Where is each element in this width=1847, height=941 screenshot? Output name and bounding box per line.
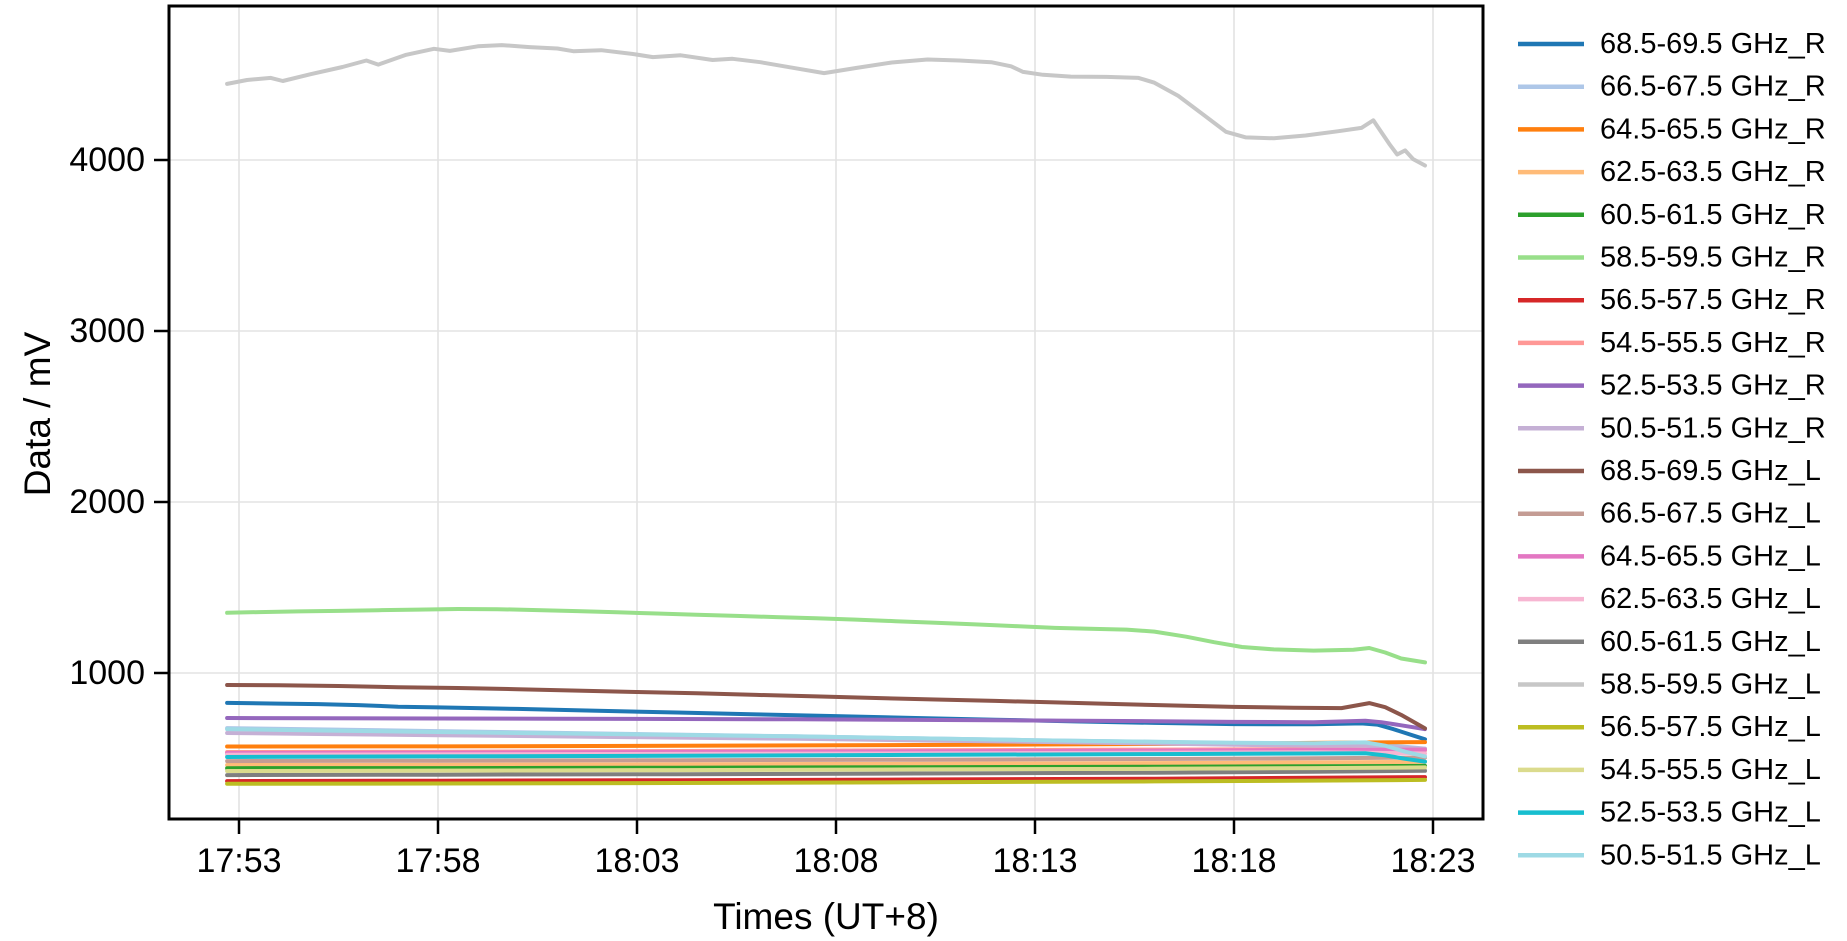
legend-label: 56.5-57.5 GHz_R (1600, 284, 1826, 316)
legend-label: 64.5-65.5 GHz_R (1600, 113, 1826, 145)
legend-label: 54.5-55.5 GHz_L (1600, 754, 1821, 786)
series-line-60-5-61-5-ghz-l (225, 768, 1427, 778)
legend-label: 62.5-63.5 GHz_L (1600, 583, 1821, 615)
legend-label: 50.5-51.5 GHz_L (1600, 839, 1821, 871)
y-tick-label: 3000 (69, 312, 145, 350)
series-line-68-5-69-5-ghz-l (225, 683, 1427, 731)
x-tick-label: 18:03 (594, 842, 679, 880)
x-tick-label: 18:23 (1390, 842, 1475, 880)
legend-label: 58.5-59.5 GHz_L (1600, 669, 1821, 701)
legend-label: 60.5-61.5 GHz_L (1600, 626, 1821, 658)
series-line-56-5-57-5-ghz-r (225, 775, 1427, 784)
legend-label: 58.5-59.5 GHz_R (1600, 242, 1826, 274)
legend-label: 66.5-67.5 GHz_R (1600, 71, 1826, 103)
y-tick-label: 1000 (69, 654, 145, 692)
legend-label: 64.5-65.5 GHz_L (1600, 540, 1821, 572)
series-line-56-5-57-5-ghz-l (225, 777, 1427, 786)
legend-label: 68.5-69.5 GHz_L (1600, 455, 1821, 487)
series-line-58-5-59-5-ghz-r (225, 607, 1427, 665)
plot-frame (167, 4, 1485, 821)
x-axis-title: Times (UT+8) (713, 896, 939, 937)
series-line-54-5-55-5-ghz-l (225, 765, 1427, 773)
legend-label: 62.5-63.5 GHz_R (1600, 156, 1826, 188)
x-tick-label: 17:58 (395, 842, 480, 880)
series-line-68-5-69-5-ghz-r (225, 700, 1427, 742)
y-tick-label: 4000 (69, 141, 145, 179)
series-line-52-5-53-5-ghz-l (225, 751, 1427, 764)
legend-label: 60.5-61.5 GHz_R (1600, 199, 1826, 231)
series-line-52-5-53-5-ghz-r (225, 716, 1427, 732)
y-axis-title: Data / mV (17, 331, 58, 497)
series-line-62-5-63-5-ghz-r (225, 759, 1427, 767)
x-tick-label: 18:08 (793, 842, 878, 880)
series-line-66-5-67-5-ghz-l (225, 755, 1427, 764)
x-tick-label: 18:18 (1191, 842, 1276, 880)
x-tick-label: 18:13 (992, 842, 1077, 880)
x-tick-label: 17:53 (196, 842, 281, 880)
legend-label: 66.5-67.5 GHz_L (1600, 498, 1821, 530)
legend-label: 68.5-69.5 GHz_R (1600, 28, 1826, 60)
series-line-58-5-59-5-ghz-l (225, 43, 1427, 168)
legend-label: 50.5-51.5 GHz_R (1600, 412, 1826, 444)
y-tick-label: 2000 (69, 483, 145, 521)
legend-label: 52.5-53.5 GHz_R (1600, 370, 1826, 402)
legend-label: 54.5-55.5 GHz_R (1600, 327, 1826, 359)
legend-label: 52.5-53.5 GHz_L (1600, 797, 1821, 829)
legend-label: 56.5-57.5 GHz_L (1600, 711, 1821, 743)
series-line-50-5-51-5-ghz-l (225, 727, 1427, 759)
